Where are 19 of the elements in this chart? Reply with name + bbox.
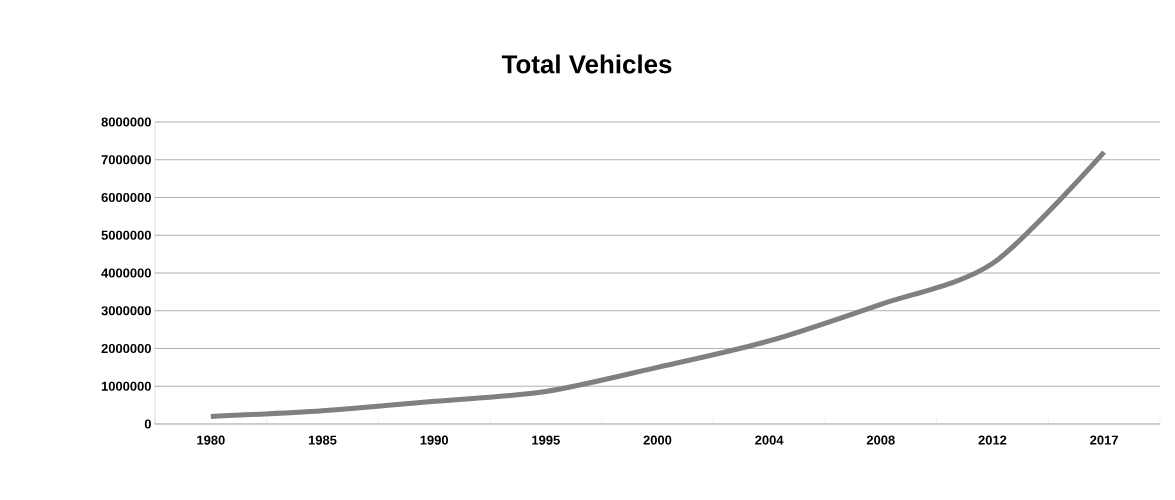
y-tick-label: 5000000 (101, 230, 151, 240)
y-tick-label: 8000000 (101, 117, 151, 127)
x-tick-label: 1980 (197, 435, 225, 445)
x-tick-label: 1990 (420, 435, 449, 445)
y-tick-label: 7000000 (101, 155, 151, 165)
y-tick-label: 4000000 (101, 268, 151, 278)
x-tick-label: 2017 (1090, 435, 1118, 445)
y-tick-label: 2000000 (101, 343, 151, 354)
y-tick-label: 6000000 (101, 192, 151, 203)
x-tick-label: 2012 (978, 435, 1007, 445)
x-tick-label: 1985 (308, 435, 337, 445)
x-tick-label: 2004 (755, 435, 784, 445)
x-tick-label: 2008 (866, 435, 895, 445)
y-tick-label: 0 (144, 419, 151, 429)
x-tick-label: 1995 (532, 435, 560, 445)
chart-title: Total Vehicles (501, 54, 672, 74)
y-tick-label: 1000000 (101, 381, 151, 391)
x-tick-label: 2000 (643, 435, 672, 445)
y-tick-label: 3000000 (101, 306, 151, 316)
